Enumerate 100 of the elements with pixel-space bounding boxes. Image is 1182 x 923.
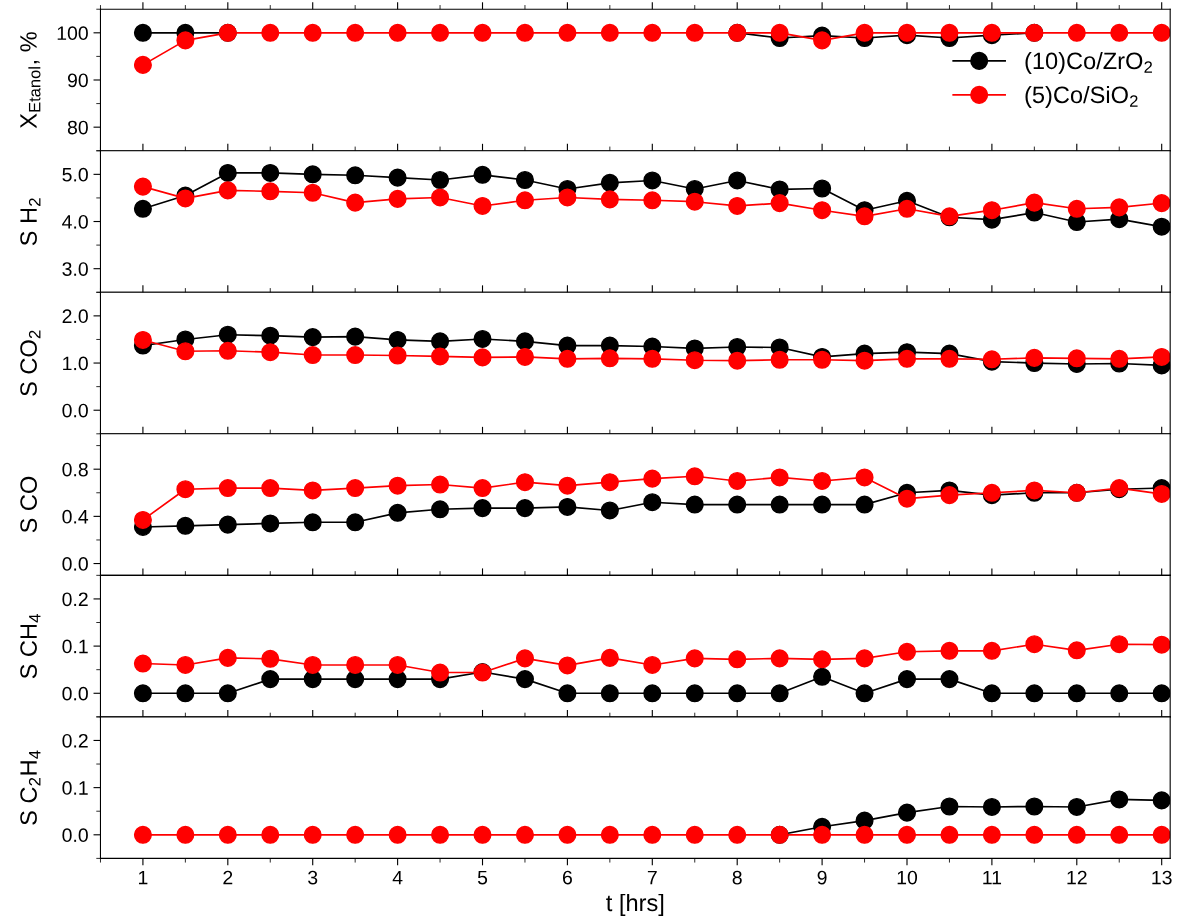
- point: [982, 797, 1001, 816]
- point: [685, 351, 704, 370]
- point: [431, 347, 450, 366]
- y-axis-title: S CH$_{4}$: [20, 614, 41, 679]
- point: [600, 23, 619, 42]
- point: [515, 649, 534, 668]
- point: [855, 495, 874, 514]
- point: [770, 23, 789, 42]
- point: [473, 348, 492, 367]
- point: [431, 663, 450, 682]
- point: [261, 514, 280, 533]
- point: [218, 181, 237, 200]
- point: [1025, 684, 1044, 703]
- point: [770, 468, 789, 487]
- point: [600, 501, 619, 520]
- y-axis-title: S H$_{2}$: [20, 198, 41, 246]
- point: [431, 170, 450, 190]
- point: [770, 350, 789, 369]
- point: [728, 825, 747, 844]
- y-tick-label: 0.0: [62, 686, 88, 701]
- point: [515, 825, 534, 844]
- point: [558, 656, 577, 675]
- point: [473, 825, 492, 844]
- point: [261, 326, 280, 345]
- point: [133, 654, 152, 673]
- point: [133, 825, 152, 844]
- point: [346, 23, 365, 42]
- x-tick-label: 4: [392, 870, 403, 885]
- point: [261, 825, 280, 844]
- point: [176, 342, 195, 361]
- point: [685, 467, 704, 486]
- point: [1067, 23, 1086, 42]
- point: [600, 190, 619, 209]
- point: [303, 345, 322, 365]
- point: [388, 655, 407, 674]
- point: [600, 684, 619, 703]
- point: [1067, 199, 1086, 218]
- point: [643, 23, 662, 42]
- point: [218, 684, 237, 703]
- x-tick-label: 1: [138, 870, 148, 885]
- point: [897, 825, 917, 844]
- point: [431, 825, 450, 844]
- point: [643, 171, 662, 190]
- point: [176, 516, 195, 535]
- point: [643, 684, 662, 703]
- point: [388, 330, 407, 349]
- point: [940, 825, 959, 844]
- y-tick-label: 4.0: [62, 214, 88, 229]
- point: [685, 495, 704, 514]
- legend-label: (5)Co/SiO$_{2}$: [1025, 85, 1138, 108]
- point: [431, 332, 450, 351]
- y-tick-label: 0.2: [62, 733, 88, 748]
- point: [176, 684, 195, 703]
- point: [685, 684, 704, 703]
- point: [261, 649, 280, 668]
- point: [813, 179, 832, 198]
- point: [346, 655, 365, 674]
- point: [473, 196, 492, 215]
- point: [218, 163, 237, 182]
- y-tick-label: 0.0: [62, 557, 88, 571]
- point: [303, 825, 322, 844]
- point: [261, 182, 280, 201]
- point: [218, 515, 237, 534]
- point: [813, 825, 832, 844]
- y-tick-label: 3.0: [62, 262, 88, 276]
- point: [1152, 23, 1171, 42]
- y-tick-label: 90: [67, 73, 88, 88]
- point: [261, 670, 280, 689]
- point: [982, 201, 1001, 220]
- y-tick-label: 5.0: [62, 167, 88, 182]
- point: [897, 670, 917, 689]
- point: [303, 165, 322, 184]
- x-tick-label: 9: [817, 870, 827, 885]
- point: [218, 825, 237, 844]
- point: [728, 351, 747, 370]
- point: [176, 655, 195, 674]
- point: [515, 170, 534, 190]
- point: [1067, 825, 1086, 844]
- point: [515, 332, 534, 351]
- point: [685, 192, 704, 211]
- point: [1152, 684, 1171, 703]
- point: [897, 489, 917, 508]
- point: [685, 825, 704, 844]
- point: [1025, 193, 1044, 212]
- point: [133, 55, 152, 74]
- point: [558, 497, 577, 516]
- point: [940, 641, 959, 660]
- point: [643, 469, 662, 488]
- x-tick-label: 11: [983, 870, 1002, 885]
- point: [1110, 349, 1129, 368]
- point: [1110, 198, 1129, 217]
- point: [1152, 484, 1171, 503]
- x-tick-label: 3: [308, 870, 318, 885]
- point: [813, 31, 832, 50]
- point: [431, 188, 450, 207]
- x-tick-label: 10: [897, 870, 918, 885]
- point: [813, 495, 832, 514]
- point: [855, 825, 874, 844]
- point: [558, 188, 577, 207]
- point: [473, 499, 492, 518]
